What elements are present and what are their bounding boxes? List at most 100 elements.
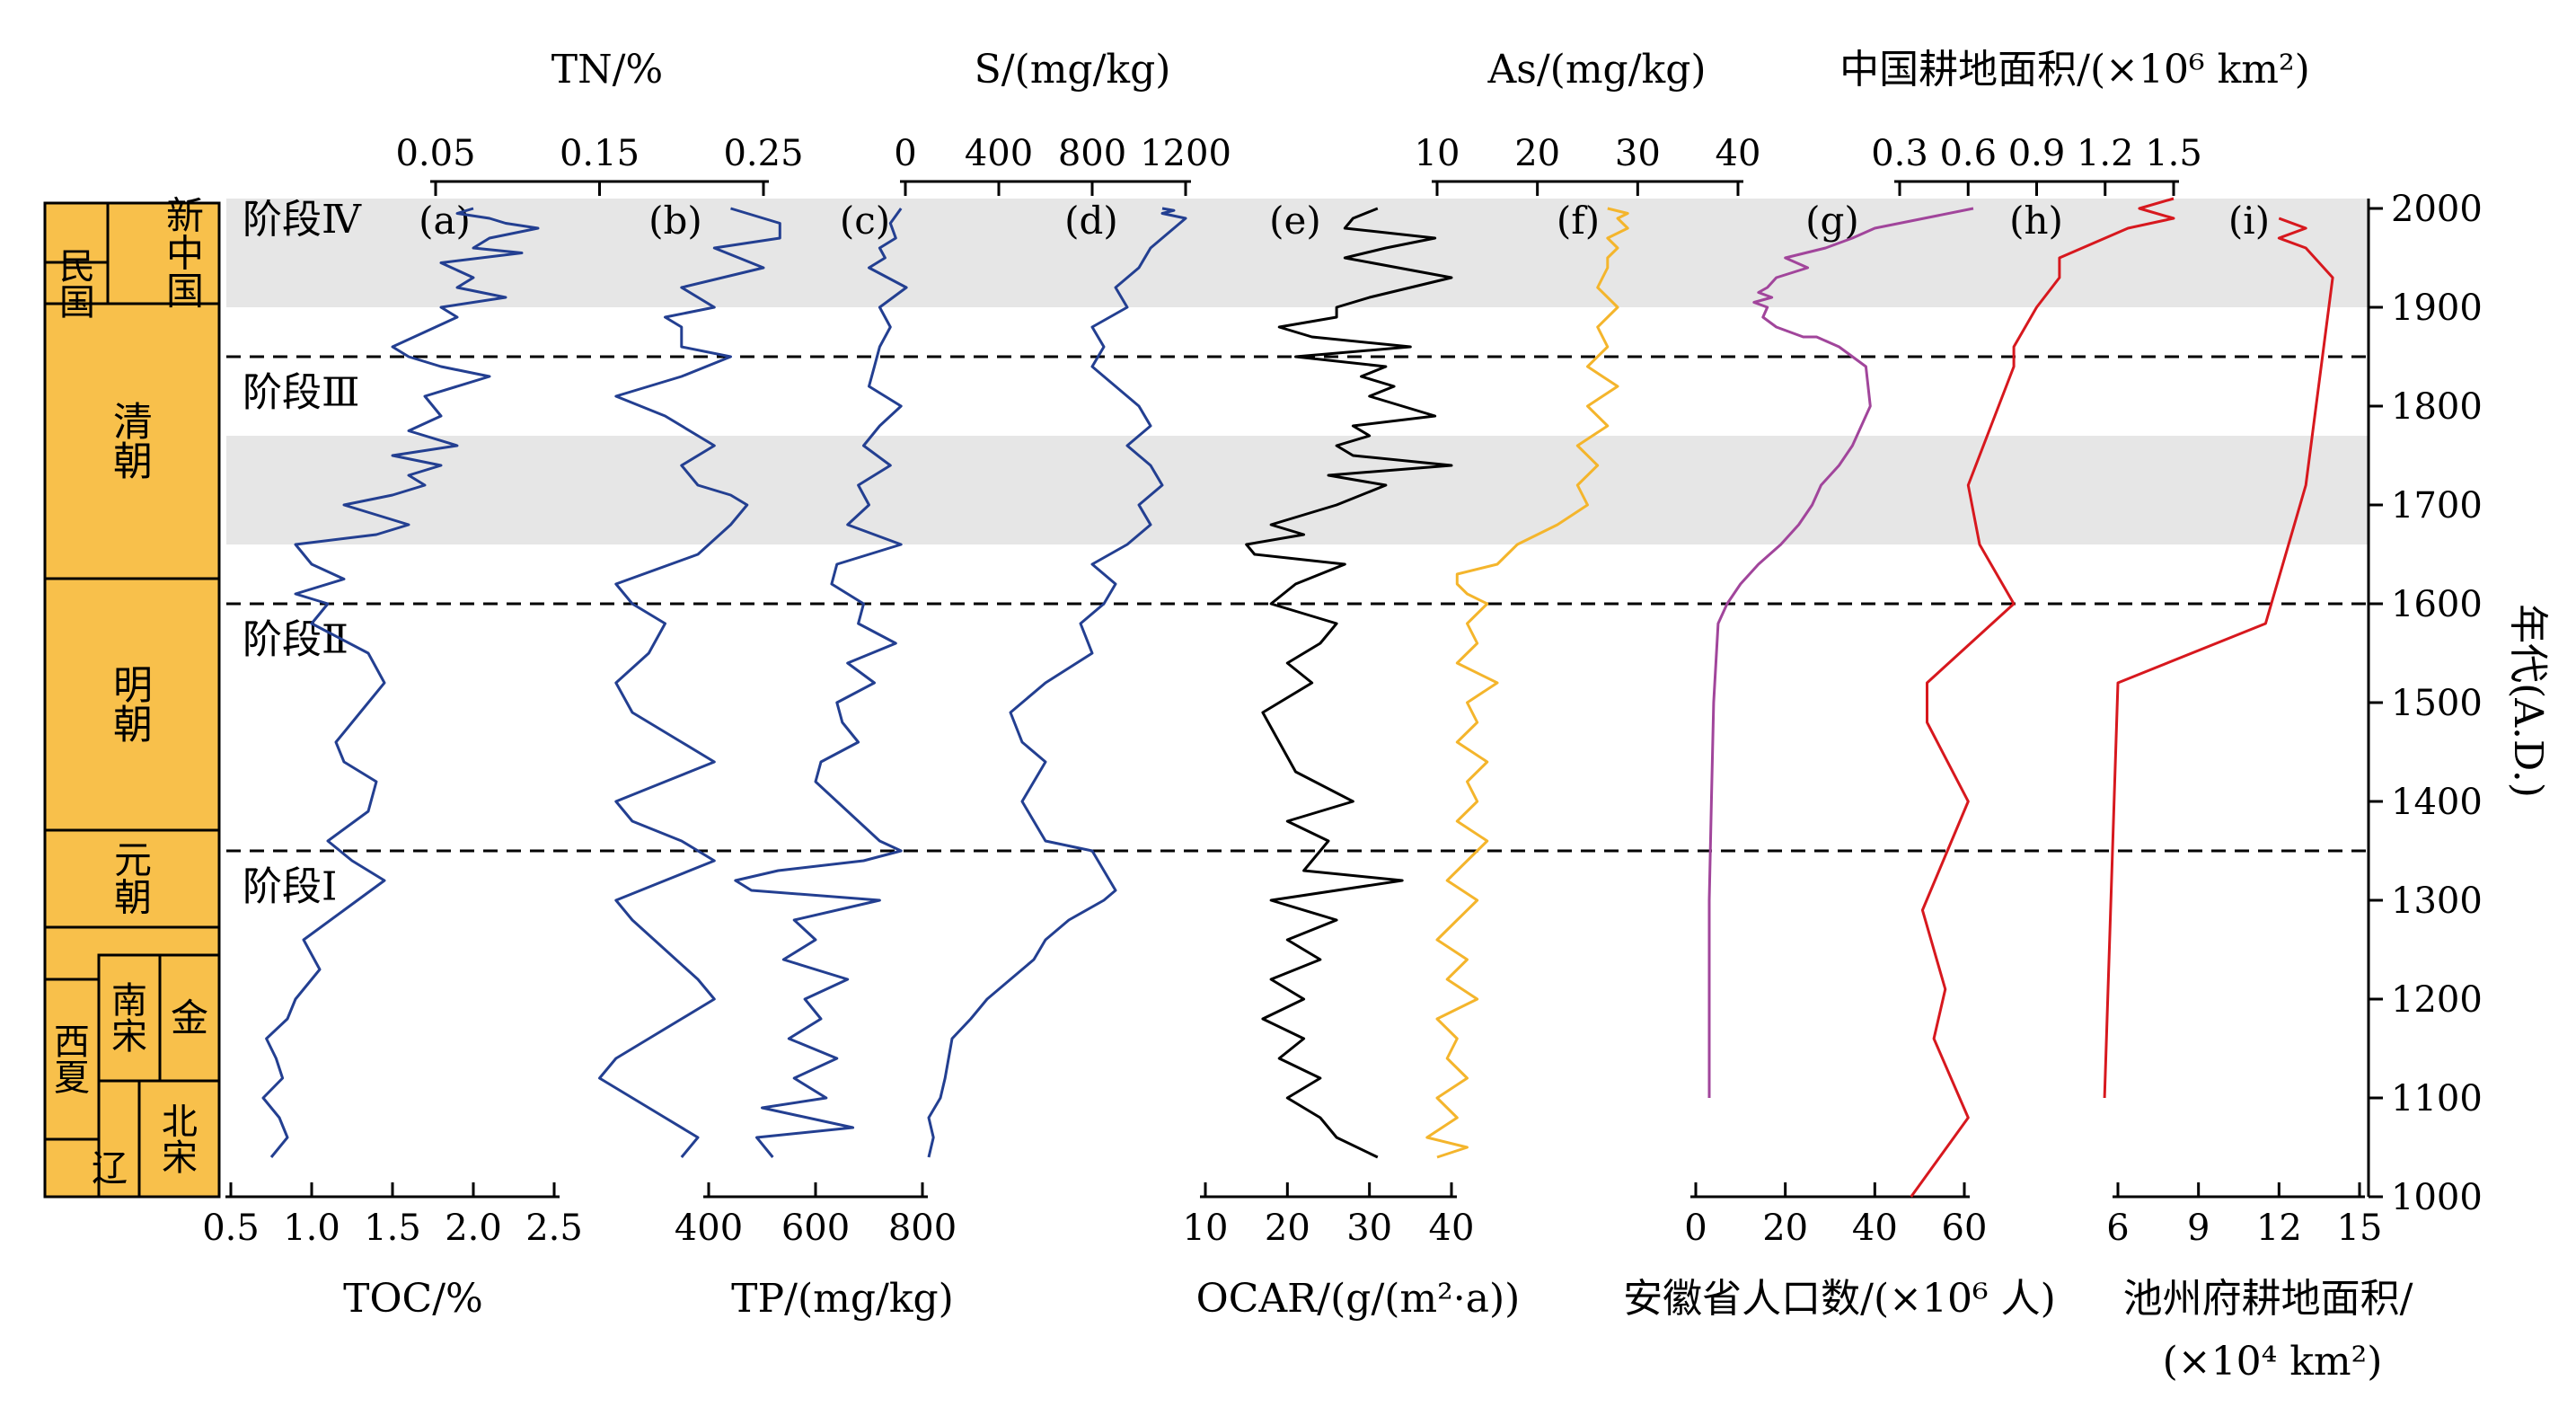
year-tick-label: 1000	[2391, 1177, 2483, 1218]
top-axis-cropland-china-tick-label: 1.5	[2145, 133, 2202, 174]
year-tick-label: 1500	[2391, 683, 2483, 724]
bottom-axis-label-cropland-chizhou: 池州府耕地面积/	[2123, 1276, 2413, 1322]
series-line	[1910, 197, 2175, 1198]
year-tick-label: 2000	[2391, 189, 2483, 230]
top-axis-as-tick-label: 10	[1415, 133, 1460, 174]
year-tick-label: 1900	[2391, 288, 2483, 329]
bottom-axis-population-tick-label: 20	[1762, 1208, 1808, 1249]
top-axes: 0.05 0.15 0.25 0 400 800 1200 10 20 30 40 0.3 0.6 0.9…	[395, 133, 2202, 196]
year-tick-label: 1700	[2391, 485, 2483, 527]
panel-label: (f)	[1557, 199, 1600, 243]
bottom-axis-cropland-chizhou-tick-label: 6	[2106, 1208, 2129, 1249]
stage-labels: 阶段Ⅳ 阶段Ⅲ 阶段Ⅱ 阶段Ⅰ	[243, 197, 362, 910]
series-line	[1425, 207, 1629, 1159]
top-axis-tn-tick-label: 0.15	[560, 133, 640, 174]
year-tick-label: 1300	[2391, 880, 2483, 922]
top-axis-as-tick-label: 40	[1716, 133, 1761, 174]
stage-label: 阶段Ⅰ	[243, 864, 337, 910]
bottom-axis-ocar-tick-label: 30	[1346, 1208, 1392, 1249]
dynasty-label-north-song: 北宋	[162, 1102, 198, 1179]
stage-label: 阶段Ⅱ	[243, 617, 348, 663]
bottom-axis-label-population: 安徽省人口数/(×10⁶ 人)	[1623, 1276, 2056, 1322]
bottom-axis-ocar-tick-label: 10	[1183, 1208, 1229, 1249]
dynasty-box-xixia	[43, 978, 101, 1141]
top-axis-s-tick-label: 0	[894, 133, 916, 174]
panel-label: (g)	[1805, 199, 1859, 243]
top-axis-cropland-china-tick-label: 0.9	[2008, 133, 2066, 174]
year-tick-label: 1400	[2391, 782, 2483, 823]
series-line	[2103, 217, 2334, 1099]
panel-label: (h)	[2009, 199, 2063, 243]
bottom-axis-population-tick-label: 0	[1684, 1208, 1707, 1249]
bottom-axis-label-ocar: OCAR/(g/(m²·a))	[1196, 1276, 1521, 1322]
dynasty-label-qing: 清朝	[113, 399, 153, 484]
bottom-axis-ocar-tick-label: 40	[1429, 1208, 1475, 1249]
top-axis-s-tick-label: 800	[1058, 133, 1126, 174]
bottom-axis-cropland-chizhou-tick-label: 15	[2337, 1208, 2383, 1249]
panel-label: (d)	[1064, 199, 1118, 243]
dynasty-box-yuan	[43, 828, 221, 929]
top-axis-label-tn: TN/%	[551, 47, 663, 93]
shaded-band	[226, 436, 2369, 544]
dynasty-box-south-song	[97, 953, 162, 1083]
bottom-axis-population-tick-label: 60	[1942, 1208, 1988, 1249]
bottom-axis-toc-tick-label: 2.5	[525, 1208, 583, 1249]
bottom-axis-population-tick-label: 40	[1852, 1208, 1898, 1249]
top-axis-cropland-china-tick-label: 0.6	[1939, 133, 1997, 174]
series-line	[734, 208, 908, 1158]
panel-label: (i)	[2228, 199, 2270, 243]
panel-label: (e)	[1269, 199, 1321, 243]
year-axis: 1000 1100 1200 1300 1400 1500 1600 1700 1800 1900…	[2367, 189, 2483, 1218]
bottom-axes: 0.5 1.0 1.5 2.0 2.5 400 600 800 10 20 30 40 0 20 40 60 6…	[202, 1182, 2382, 1249]
dynasty-label-south-song: 南宋	[111, 980, 147, 1057]
year-tick-label: 1600	[2391, 584, 2483, 625]
series-line	[927, 207, 1187, 1158]
top-axis-label-s: S/(mg/kg)	[975, 47, 1171, 93]
bottom-axis-toc-tick-label: 1.0	[283, 1208, 340, 1249]
top-axis-s-tick-label: 400	[965, 133, 1033, 174]
bottom-axis-label-toc: TOC/%	[343, 1276, 483, 1322]
top-axis-cropland-china-tick-label: 0.3	[1871, 133, 1928, 174]
shaded-bands	[226, 199, 2369, 544]
dynasty-label-new-china: 新中国	[166, 194, 204, 314]
year-tick-label: 1200	[2391, 979, 2483, 1021]
top-axis-label-as: As/(mg/kg)	[1486, 47, 1706, 93]
top-axis-as-tick-label: 20	[1514, 133, 1560, 174]
top-axis-tn-tick-label: 0.05	[395, 133, 475, 174]
top-axis-cropland-china-tick-label: 1.2	[2077, 133, 2134, 174]
dynasty-box-jin	[158, 953, 221, 1083]
stage-label: 阶段Ⅳ	[243, 197, 362, 243]
bottom-axis-ocar-tick-label: 20	[1265, 1208, 1310, 1249]
series-line	[1707, 207, 1974, 1098]
dynasty-box-ming	[43, 577, 221, 832]
series-lines	[261, 197, 2334, 1198]
top-axis-as-tick-label: 30	[1615, 133, 1661, 174]
dynasty-label-ming: 明朝	[113, 662, 153, 748]
panel-label: (b)	[648, 199, 702, 243]
top-axis-label-cropland-china: 中国耕地面积/(×10⁶ km²)	[1839, 47, 2310, 93]
dynasty-box-north-song	[137, 1079, 221, 1199]
dynasty-label-yuan: 元朝	[114, 838, 152, 920]
year-tick-label: 1800	[2391, 386, 2483, 428]
dynasty-timeline	[43, 201, 221, 1199]
dynasty-box-new-china	[43, 201, 221, 305]
panel-label: (c)	[840, 199, 890, 243]
bottom-axis-toc-tick-label: 0.5	[202, 1208, 260, 1249]
bottom-axis-cropland-chizhou-tick-label: 9	[2187, 1208, 2210, 1249]
bottom-axis-label-cropland-chizhou-unit: (×10⁴ km²)	[2163, 1339, 2383, 1385]
panel-labels: (a) (b) (c) (d) (e) (f) (g) (h) (i)	[419, 199, 2270, 243]
dynasty-label-jin: 金	[171, 996, 208, 1040]
stage-boundaries	[226, 355, 2369, 853]
bottom-axis-cropland-chizhou-tick-label: 12	[2256, 1208, 2302, 1249]
bottom-axis-tp-tick-label: 800	[888, 1208, 957, 1249]
bottom-axis-tp-tick-label: 600	[781, 1208, 850, 1249]
bottom-axis-toc-tick-label: 2.0	[445, 1208, 502, 1249]
series-line	[261, 207, 540, 1158]
stage-label: 阶段Ⅲ	[243, 370, 359, 416]
bottom-axis-tp-tick-label: 400	[675, 1208, 743, 1249]
dynasty-label-liao: 辽	[92, 1148, 128, 1190]
year-tick-label: 1100	[2391, 1078, 2483, 1119]
top-axis-s-tick-label: 1200	[1140, 133, 1231, 174]
dynasty-label-xixia: 西夏	[54, 1022, 90, 1099]
